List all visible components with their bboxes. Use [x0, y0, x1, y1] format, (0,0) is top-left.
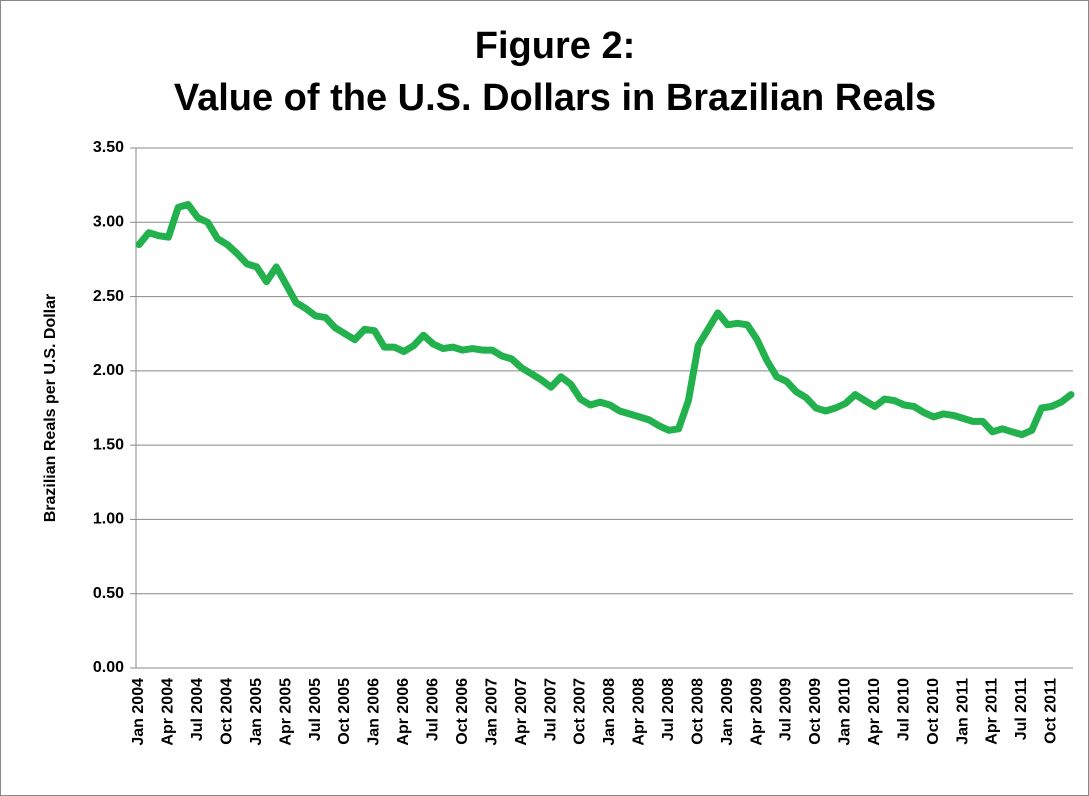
x-tick-label: Jan 2006 — [366, 678, 383, 746]
x-tick-label: Oct 2007 — [572, 678, 589, 745]
x-tick-label: Jul 2010 — [895, 678, 912, 741]
x-tick-label: Jul 2005 — [307, 678, 324, 741]
chart-title: Figure 2: — [475, 25, 635, 67]
x-tick-label: Oct 2009 — [807, 678, 824, 745]
data-line — [135, 201, 1075, 439]
x-tick-label: Apr 2007 — [513, 678, 530, 746]
y-tick-label: 2.50 — [93, 288, 124, 305]
x-tick-label: Jul 2004 — [189, 678, 206, 741]
x-tick-label: Jan 2004 — [130, 678, 147, 746]
x-tick-label: Jan 2010 — [837, 678, 854, 746]
x-tick-label: Jan 2008 — [601, 678, 618, 746]
x-tick-label: Jan 2007 — [483, 678, 500, 746]
x-tick-label: Oct 2004 — [219, 678, 236, 745]
x-tick-label: Oct 2011 — [1043, 678, 1060, 744]
x-tick-label: Apr 2009 — [748, 678, 765, 746]
x-tick-label: Jul 2011 — [1013, 678, 1030, 740]
x-tick-label: Jan 2005 — [248, 678, 265, 746]
x-tick-label: Oct 2010 — [925, 678, 942, 745]
y-tick-label: 1.00 — [93, 511, 124, 528]
x-tick-label: Jul 2008 — [660, 678, 677, 741]
x-tick-label: Apr 2010 — [866, 678, 883, 746]
y-tick-label: 1.50 — [93, 436, 124, 453]
x-tick-label: Jul 2007 — [542, 678, 559, 741]
x-tick-label: Jan 2009 — [719, 678, 736, 746]
y-tick-label: 0.00 — [93, 659, 124, 676]
x-tick-label: Jul 2006 — [425, 678, 442, 741]
x-tick-label: Jan 2011 — [954, 678, 971, 745]
y-tick-label: 3.00 — [93, 214, 124, 231]
x-tick-label: Oct 2005 — [336, 678, 353, 745]
x-tick-label: Jul 2009 — [778, 678, 795, 741]
x-tick-label: Apr 2011 — [984, 678, 1001, 745]
x-tick-label: Apr 2006 — [395, 678, 412, 746]
x-tick-label: Oct 2006 — [454, 678, 471, 745]
x-tick-label: Apr 2005 — [277, 678, 294, 746]
y-tick-label: 2.00 — [93, 362, 124, 379]
y-tick-label: 3.50 — [93, 139, 124, 156]
x-tick-label: Apr 2004 — [160, 678, 177, 746]
x-tick-label: Oct 2008 — [689, 678, 706, 745]
chart-title: Value of the U.S. Dollars in Brazilian R… — [174, 77, 936, 119]
y-axis-label: Brazilian Reals per U.S. Dollar — [42, 294, 59, 523]
x-tick-label: Apr 2008 — [631, 678, 648, 746]
y-tick-label: 0.50 — [93, 585, 124, 602]
